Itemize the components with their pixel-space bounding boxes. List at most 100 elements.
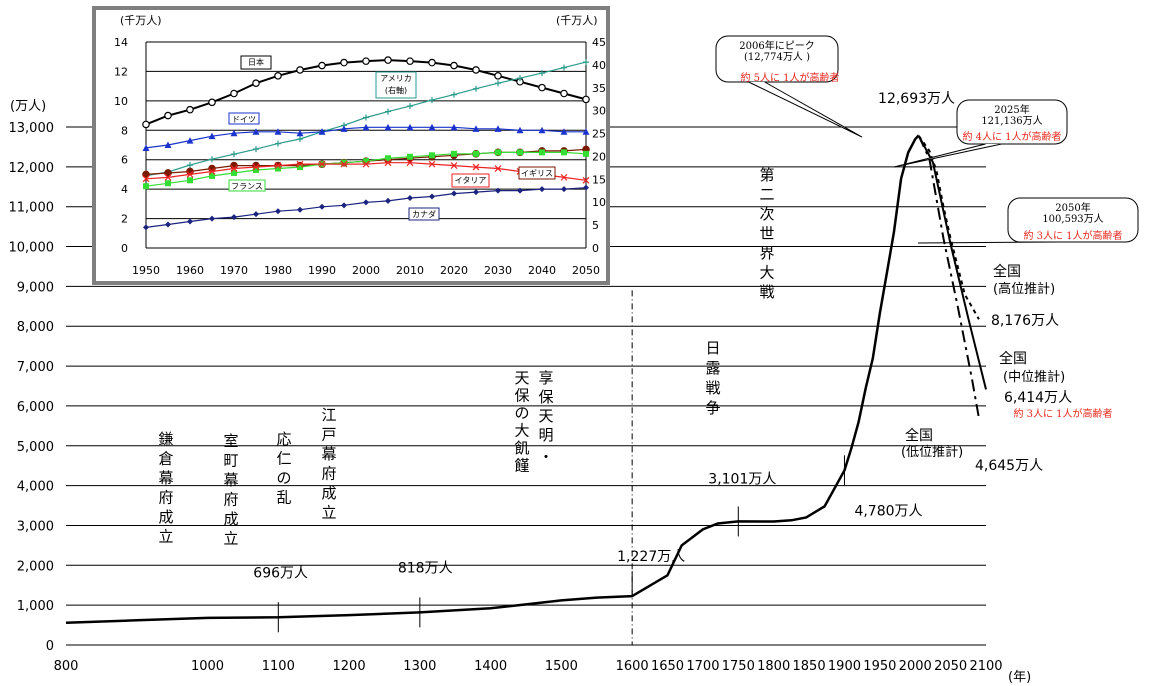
callout-text: 2006年にピーク — [739, 39, 814, 52]
event-tenpo-famine: の — [514, 404, 529, 422]
inset-right-unit-label: (千万人) — [556, 14, 598, 27]
inset-left-tick: 2 — [121, 213, 128, 226]
inset-series-label: (右軸) — [385, 85, 407, 95]
event-russo-japanese-war: 争 — [705, 399, 720, 417]
event-onin: の — [276, 469, 291, 487]
low-proj-value: 4,645万人 — [975, 458, 1043, 474]
data-point — [340, 125, 348, 132]
main-annotations: 696万人 818万人 1,227万人 3,101万人 4,780万人 12,693万人鎌… — [158, 91, 955, 645]
y-tick-label: 9,000 — [17, 280, 54, 295]
x-tick-label: 1400 — [474, 659, 507, 674]
data-point — [451, 190, 457, 197]
mid-proj-value: 6,414万人 — [1004, 390, 1072, 406]
data-point — [231, 151, 237, 158]
data-point — [296, 66, 304, 74]
data-point — [406, 159, 414, 167]
data-point — [341, 202, 347, 209]
data-point — [429, 97, 435, 104]
event-tenpo-famine: 大 — [514, 422, 529, 440]
inset-label-box — [228, 179, 266, 192]
inset-left-tick: 8 — [121, 124, 128, 137]
main-series-group — [65, 134, 987, 624]
callout-text: 100,593万人 — [1042, 213, 1103, 225]
data-point — [583, 59, 589, 66]
event-edo: 戸 — [321, 426, 336, 444]
data-point — [560, 89, 568, 98]
inset-right-tick: 35 — [592, 82, 606, 95]
data-point — [561, 186, 567, 193]
event-ww2: 界 — [759, 244, 774, 262]
data-point — [473, 85, 479, 92]
inset-left-tick: 12 — [114, 65, 128, 78]
data-point — [472, 125, 480, 132]
event-ww2: 二 — [759, 186, 774, 204]
data-point — [517, 187, 523, 194]
data-point — [208, 168, 216, 175]
data-point — [319, 203, 325, 210]
series-line-1 — [917, 135, 980, 320]
inset-left-tick: 14 — [114, 36, 128, 49]
callout-text: 2050年 — [1055, 201, 1090, 214]
y-tick-label: 8,000 — [17, 320, 54, 335]
data-point — [385, 155, 391, 162]
data-point — [164, 169, 172, 177]
data-point — [538, 126, 546, 134]
data-point — [494, 72, 502, 80]
value-label: 3,101万人 — [708, 471, 776, 487]
data-point — [275, 208, 281, 215]
mid-proj-title: 全国 — [999, 350, 1027, 367]
data-point — [473, 189, 479, 196]
data-point — [253, 146, 259, 153]
x-tick-label: 1800 — [757, 659, 790, 674]
inset-label-box — [518, 166, 556, 180]
x-tick-label: 1000 — [191, 659, 224, 674]
x-tick-label: 1750 — [722, 659, 755, 674]
inset-x-tick: 2030 — [484, 264, 512, 277]
x-tick-label: 1650 — [651, 659, 684, 674]
event-kamakura: 鎌 — [158, 430, 173, 448]
data-point — [252, 163, 260, 171]
inset-chart: 0 2 4 6 8 10 12 14 0 5 10 15 20 25 30 35 40 45 1950 1960 197… — [92, 6, 610, 285]
inset-x-tick: 2000 — [352, 264, 380, 277]
data-point — [231, 214, 237, 221]
data-point — [297, 206, 303, 213]
value-label: 696万人 — [253, 565, 308, 581]
main-y-axis: 0 1,000 2,000 3,000 4,000 5,000 6,000 7,000 8,00… — [9, 121, 55, 654]
data-point — [274, 162, 282, 170]
x-tick-label: 1900 — [828, 659, 861, 674]
data-point — [406, 57, 414, 65]
event-tenpo-famine: 天 — [514, 369, 529, 387]
data-point — [407, 153, 413, 160]
callout-note: 約 3人に 1人が高齢者 — [1023, 229, 1122, 242]
event-tenpo-famine: 饉 — [514, 457, 529, 475]
data-point — [208, 98, 216, 107]
data-point — [275, 165, 281, 172]
data-point — [318, 61, 326, 70]
data-point — [165, 180, 171, 187]
data-point — [582, 128, 590, 135]
low-proj-title: 全国 — [905, 427, 933, 444]
inset-x-tick: 2040 — [528, 264, 556, 277]
x-tick-label: 1500 — [545, 659, 578, 674]
inset-label-box — [240, 55, 272, 70]
data-point — [472, 163, 480, 171]
event-ww2: 戦 — [759, 283, 774, 301]
inset-right-tick: 20 — [592, 150, 606, 163]
callout-box — [715, 35, 839, 83]
inset-axes: 0 2 4 6 8 10 12 14 0 5 10 15 20 25 30 35 40 45 1950 1960 197… — [114, 36, 606, 277]
event-muromachi: 府 — [223, 491, 238, 509]
data-point — [274, 128, 282, 135]
inset-left-tick: 4 — [121, 183, 128, 196]
series-line-2 — [917, 135, 987, 390]
inset-left-tick: 10 — [114, 95, 128, 108]
x-tick-label: 2100 — [969, 659, 1002, 674]
callout-pointer — [893, 143, 1002, 168]
data-point — [362, 57, 370, 65]
data-point — [297, 164, 303, 171]
data-point — [142, 144, 150, 151]
data-point — [362, 123, 370, 131]
data-point — [252, 128, 260, 135]
